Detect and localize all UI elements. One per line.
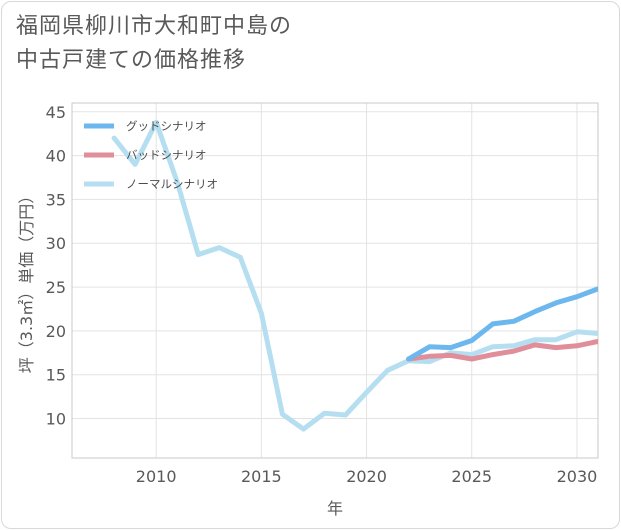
series-line-1	[406, 338, 598, 362]
chart-title: 福岡県柳川市大和町中島の 中古戸建ての価格推移	[16, 10, 292, 78]
x-tick-label: 2025	[451, 467, 492, 486]
y-tick-label: 35	[46, 190, 66, 209]
y-tick-label: 30	[46, 234, 66, 253]
series-layer	[111, 119, 598, 432]
x-tick-label: 2030	[557, 467, 598, 486]
legend-label: ノーマルシナリオ	[126, 177, 218, 191]
x-tick-label: 2010	[136, 467, 177, 486]
x-axis-title: 年	[327, 499, 343, 518]
series-line-2	[111, 119, 598, 432]
y-tick-label: 25	[46, 278, 66, 297]
y-tick-label: 20	[46, 322, 66, 341]
plot-area-border	[71, 102, 599, 459]
y-tick-label: 15	[46, 366, 66, 385]
title-line-2: 中古戸建ての価格推移	[16, 48, 247, 73]
grid-lines	[72, 103, 598, 458]
x-tick-label: 2015	[241, 467, 282, 486]
y-axis-title: 坪（3.3㎡）単価（万円）	[17, 188, 36, 373]
y-tick-label: 45	[46, 103, 66, 122]
y-tick-label: 10	[46, 410, 66, 429]
title-line-1: 福岡県柳川市大和町中島の	[16, 14, 293, 39]
y-tick-label: 40	[46, 147, 66, 166]
x-tick-label: 2020	[346, 467, 387, 486]
legend-label: グッドシナリオ	[126, 119, 207, 133]
legend-label: バッドシナリオ	[126, 148, 207, 162]
series-line-0	[406, 286, 598, 362]
